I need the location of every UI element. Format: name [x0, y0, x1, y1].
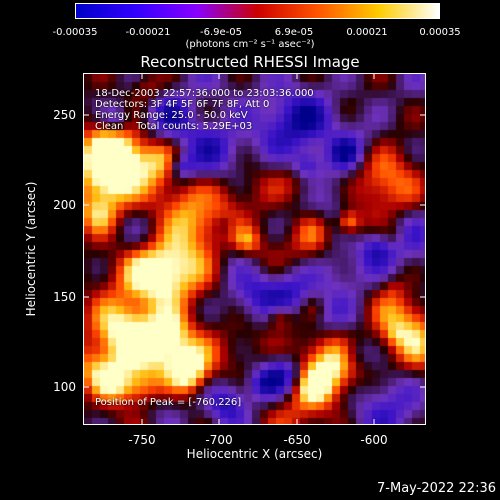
- colorbar-tick-label: 0.00021: [346, 27, 388, 38]
- peak-position-annotation: Position of Peak = [-760,226]: [95, 397, 242, 408]
- time-range-annotation: 18-Dec-2003 22:57:36.000 to 23:03:36.000: [95, 88, 314, 99]
- colorbar-tick-label: -6.9e-05: [200, 27, 242, 38]
- solar-image: [84, 74, 425, 424]
- colorbar-tick-label: -0.00035: [52, 27, 98, 38]
- colorbar-tick-label: 0.00035: [419, 27, 461, 38]
- x-axis-label: Heliocentric X (arcsec): [186, 447, 323, 461]
- colorbar-tick-label: 6.9e-05: [274, 27, 314, 38]
- x-tick-label: -750: [128, 433, 156, 447]
- x-tick-label: -600: [360, 433, 388, 447]
- y-tick-label: 100: [53, 380, 76, 394]
- plot-frame: [83, 73, 426, 425]
- energy-range-annotation: Energy Range: 25.0 - 50.0 keV: [95, 110, 248, 121]
- y-axis-label: Heliocentric Y (arcsec): [24, 181, 38, 317]
- y-tick-label: 200: [53, 198, 76, 212]
- x-tick-label: -650: [283, 433, 311, 447]
- y-tick-label: 250: [53, 108, 76, 122]
- footer-date: 7-May-2022 22:36: [377, 481, 496, 496]
- clean-counts-annotation: Clean Total counts: 5.29E+03: [95, 121, 253, 132]
- colorbar-units: (photons cm⁻² s⁻¹ asec⁻²): [185, 39, 315, 50]
- image-title: Reconstructed RHESSI Image: [140, 53, 360, 71]
- colorbar: [75, 3, 440, 19]
- colorbar-tick-label: -0.00021: [125, 27, 171, 38]
- x-tick-label: -700: [205, 433, 233, 447]
- detectors-annotation: Detectors: 3F 4F 5F 6F 7F 8F, Att 0: [95, 99, 270, 110]
- y-tick-label: 150: [53, 290, 76, 304]
